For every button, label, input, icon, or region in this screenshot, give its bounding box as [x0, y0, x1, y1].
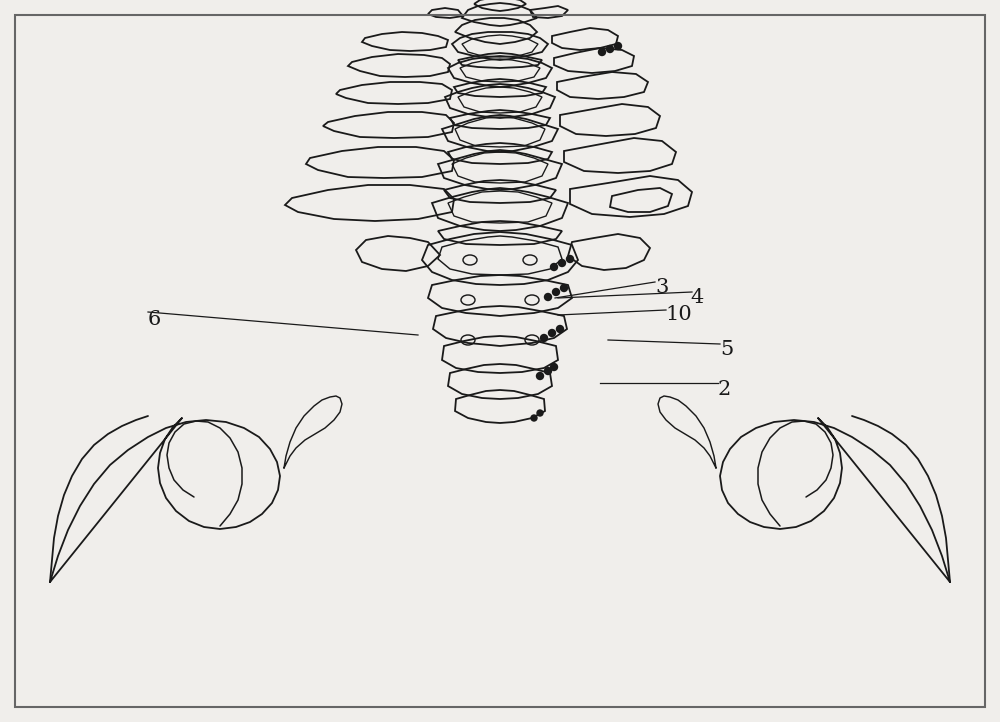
- Circle shape: [548, 329, 556, 336]
- Circle shape: [552, 289, 560, 295]
- Circle shape: [558, 259, 566, 266]
- Circle shape: [544, 367, 552, 375]
- Circle shape: [550, 363, 558, 370]
- Circle shape: [560, 284, 568, 292]
- Text: 6: 6: [148, 310, 161, 329]
- Circle shape: [544, 294, 552, 300]
- Circle shape: [540, 334, 548, 342]
- Circle shape: [606, 45, 614, 53]
- Circle shape: [566, 256, 574, 263]
- Circle shape: [550, 264, 558, 271]
- Text: 4: 4: [690, 288, 703, 307]
- Text: 2: 2: [718, 380, 731, 399]
- Circle shape: [598, 48, 606, 56]
- Text: 3: 3: [655, 278, 668, 297]
- Text: 10: 10: [665, 305, 692, 324]
- Circle shape: [531, 415, 537, 421]
- Circle shape: [556, 326, 564, 333]
- Circle shape: [537, 410, 543, 416]
- Text: 5: 5: [720, 340, 733, 359]
- Circle shape: [536, 373, 544, 380]
- Circle shape: [614, 43, 622, 50]
